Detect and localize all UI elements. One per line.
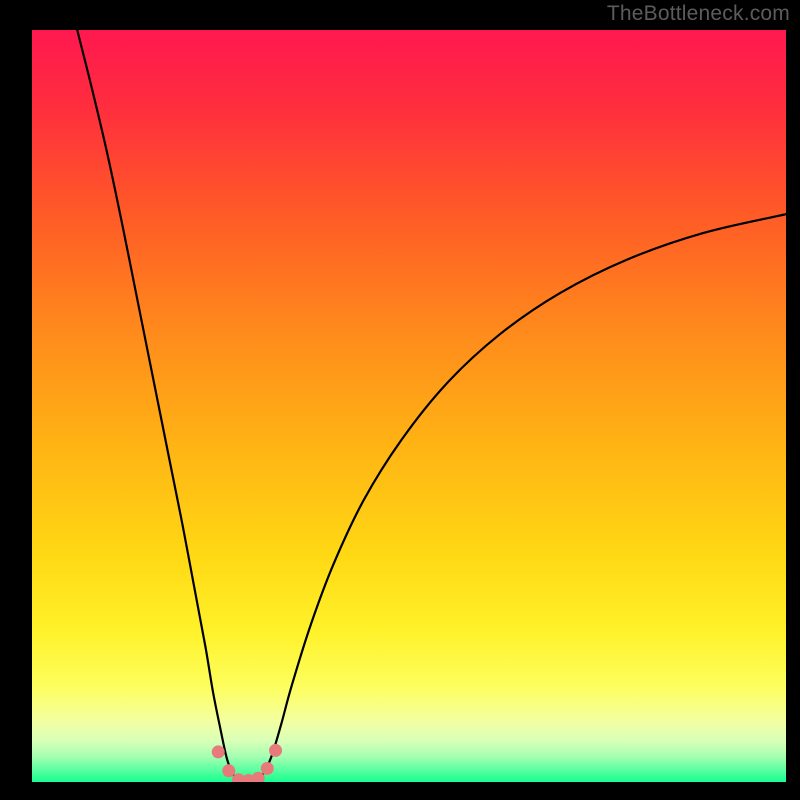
valley-marker — [222, 764, 235, 777]
bottleneck-curve — [32, 30, 786, 782]
plot-area — [32, 30, 786, 782]
curve-right-branch — [258, 214, 786, 780]
chart-frame: TheBottleneck.com — [0, 0, 800, 800]
valley-marker — [269, 744, 282, 757]
valley-marker — [261, 762, 274, 775]
curve-left-branch — [77, 30, 237, 780]
valley-markers — [212, 744, 282, 782]
watermark-text: TheBottleneck.com — [607, 2, 790, 26]
valley-marker — [212, 745, 225, 758]
